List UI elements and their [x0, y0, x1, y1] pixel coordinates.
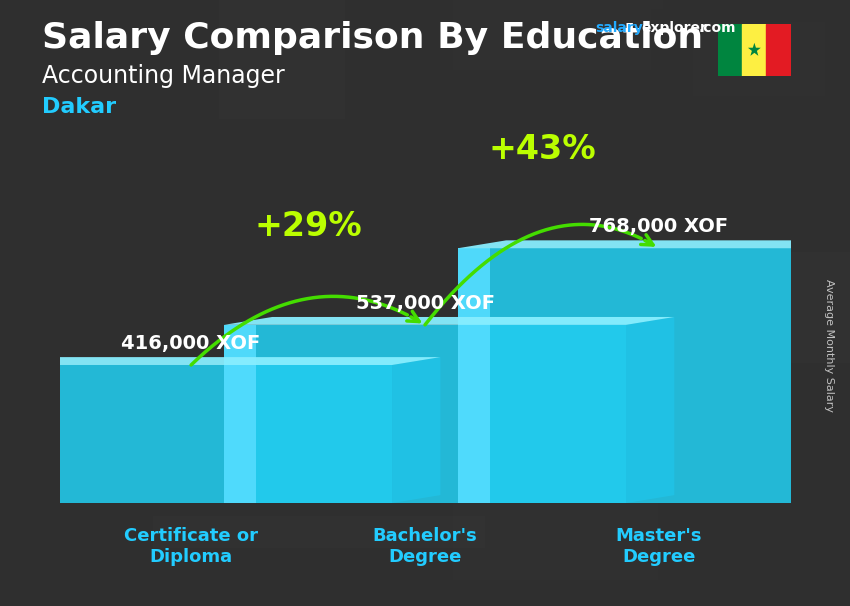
Polygon shape — [458, 241, 850, 248]
Bar — [588, 0, 780, 39]
Bar — [194, 445, 322, 526]
Text: 537,000 XOF: 537,000 XOF — [355, 294, 495, 313]
Bar — [265, 328, 475, 390]
Polygon shape — [748, 43, 761, 56]
Text: Master's
Degree: Master's Degree — [615, 527, 702, 566]
Bar — [208, 125, 326, 254]
Bar — [611, 480, 808, 531]
Text: 768,000 XOF: 768,000 XOF — [589, 217, 728, 236]
Polygon shape — [458, 248, 850, 503]
Bar — [48, 444, 292, 567]
Polygon shape — [224, 325, 626, 503]
Bar — [767, 24, 791, 76]
Text: Bachelor's
Degree: Bachelor's Degree — [372, 527, 478, 566]
Bar — [517, 453, 731, 605]
Bar — [63, 337, 271, 490]
Polygon shape — [0, 357, 440, 365]
Text: Dakar: Dakar — [42, 97, 116, 117]
Bar — [294, 233, 458, 291]
Bar — [100, 433, 318, 603]
Bar — [718, 24, 742, 76]
Bar — [319, 0, 501, 56]
Text: Salary Comparison By Education: Salary Comparison By Education — [42, 21, 704, 55]
Bar — [535, 220, 707, 323]
Polygon shape — [626, 317, 674, 503]
Polygon shape — [224, 325, 256, 503]
Text: 416,000 XOF: 416,000 XOF — [122, 334, 261, 353]
Bar — [353, 96, 505, 152]
Text: .com: .com — [699, 21, 736, 35]
Text: Average Monthly Salary: Average Monthly Salary — [824, 279, 834, 412]
Polygon shape — [392, 357, 440, 503]
Bar — [154, 477, 381, 565]
Polygon shape — [0, 365, 392, 503]
Text: explorer: explorer — [642, 21, 707, 35]
Bar — [582, 282, 825, 425]
Bar — [742, 24, 767, 76]
Text: +29%: +29% — [254, 210, 362, 243]
Text: Certificate or
Diploma: Certificate or Diploma — [124, 527, 258, 566]
Bar — [516, 111, 763, 259]
Bar — [29, 451, 167, 538]
Bar — [193, 247, 402, 281]
Bar — [9, 199, 149, 260]
Text: Accounting Manager: Accounting Manager — [42, 64, 286, 88]
Bar — [19, 299, 234, 387]
Polygon shape — [224, 317, 674, 325]
Polygon shape — [0, 365, 22, 503]
Polygon shape — [458, 248, 490, 503]
Text: +43%: +43% — [488, 133, 596, 167]
Text: salary: salary — [595, 21, 643, 35]
